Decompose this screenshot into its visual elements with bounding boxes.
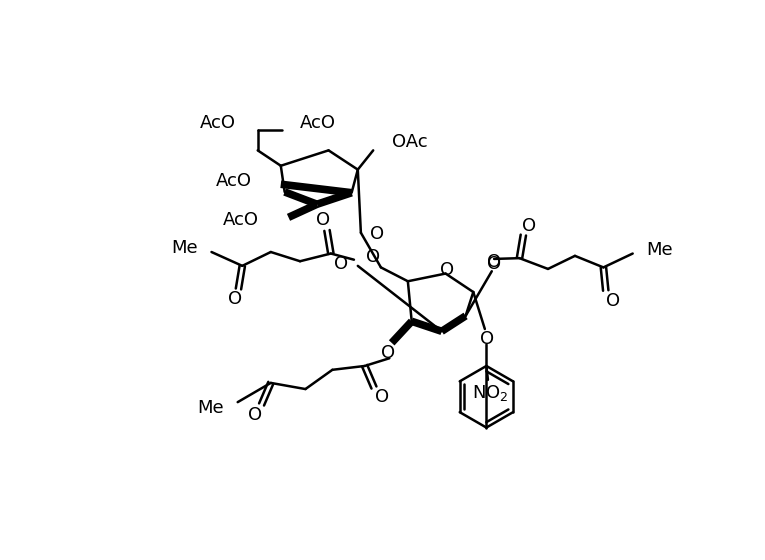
Text: O: O (440, 261, 454, 279)
Text: AcO: AcO (223, 211, 259, 228)
Text: O: O (522, 217, 536, 235)
Text: O: O (316, 212, 330, 230)
Text: O: O (487, 255, 501, 273)
Text: O: O (249, 406, 262, 424)
Text: O: O (366, 249, 380, 267)
Text: O: O (480, 330, 494, 348)
Text: O: O (487, 253, 501, 271)
Text: NO$_2$: NO$_2$ (472, 383, 509, 403)
Text: O: O (606, 292, 620, 310)
Text: AcO: AcO (300, 114, 336, 132)
Text: OAc: OAc (392, 133, 428, 151)
Text: Me: Me (197, 399, 224, 417)
Text: Me: Me (646, 241, 673, 259)
Text: O: O (227, 290, 242, 308)
Text: AcO: AcO (200, 114, 236, 132)
Text: O: O (370, 225, 384, 243)
Text: AcO: AcO (216, 172, 252, 190)
Text: O: O (381, 344, 395, 362)
Text: Me: Me (171, 239, 197, 257)
Text: O: O (334, 255, 349, 273)
Text: O: O (375, 388, 389, 406)
